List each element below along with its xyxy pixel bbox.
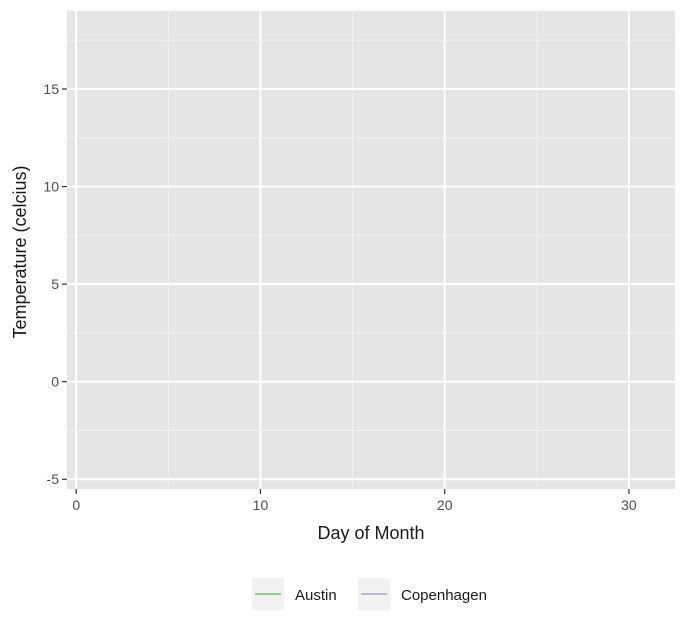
- major-gridlines: [67, 11, 675, 489]
- y-tick-label: 15: [43, 81, 59, 97]
- y-tick-label: 0: [51, 374, 59, 390]
- x-tick-label: 10: [253, 497, 269, 513]
- x-tick-label: 30: [621, 497, 637, 513]
- minor-gridlines: [67, 11, 675, 489]
- legend-item: Austin: [252, 578, 337, 610]
- legend-label: Austin: [295, 587, 337, 604]
- x-axis-title: Day of Month: [317, 523, 424, 543]
- plot-panel: [67, 11, 675, 489]
- legend-label: Copenhagen: [401, 587, 487, 604]
- y-tick-label: 10: [43, 179, 59, 195]
- x-tick-label: 0: [72, 497, 80, 513]
- x-tick-label: 20: [437, 497, 453, 513]
- x-axis: 0 10 20 30: [72, 489, 637, 513]
- y-axis: -5 0 5 10 15: [43, 81, 67, 487]
- y-tick-label: -5: [47, 471, 60, 487]
- legend-item: Copenhagen: [358, 578, 487, 610]
- legend: Austin Copenhagen: [252, 578, 487, 610]
- y-axis-title: Temperature (celcius): [10, 165, 30, 338]
- y-tick-label: 5: [51, 276, 59, 292]
